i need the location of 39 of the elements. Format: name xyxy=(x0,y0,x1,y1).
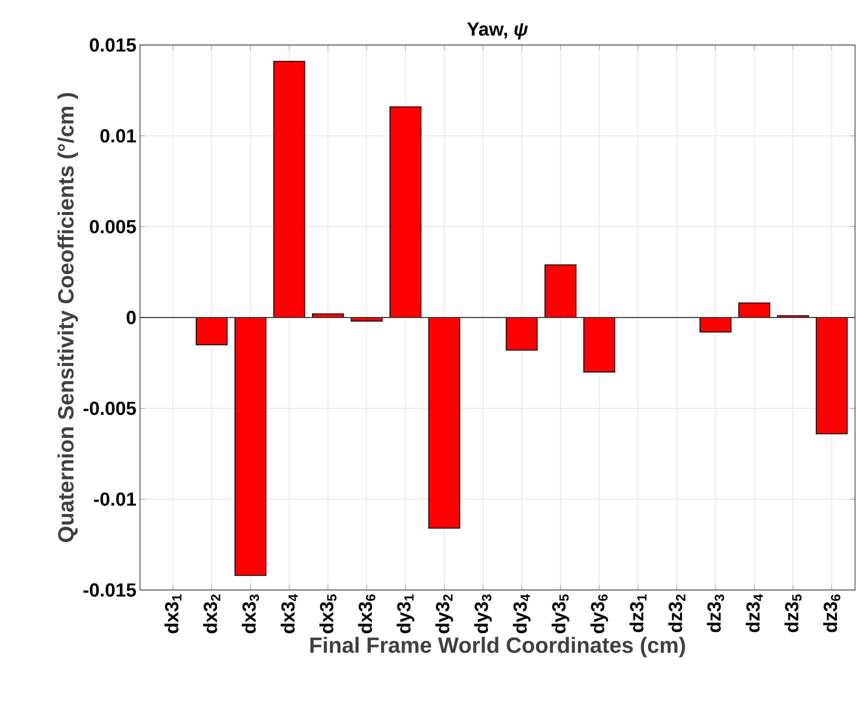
bar xyxy=(234,317,266,576)
y-tick-label: 0.01 xyxy=(100,129,136,143)
y-tick-label: 0 xyxy=(126,310,136,324)
y-tick-label: 0.005 xyxy=(90,220,136,234)
bar xyxy=(196,317,228,346)
bar xyxy=(700,317,732,332)
x-tick-label: dz3$_{2}$ xyxy=(668,594,686,632)
x-tick-label: dx3$_{6}$ xyxy=(358,594,376,634)
x-tick-label: dz3$_{1}$ xyxy=(630,594,646,632)
bar xyxy=(583,317,616,372)
chart-title: Yaw, ψ xyxy=(467,22,528,40)
x-tick-label: dx3$_{5}$ xyxy=(319,594,336,634)
bar xyxy=(273,60,306,318)
y-tick-label: -0.005 xyxy=(84,402,136,416)
x-tick-label: dz3$_{5}$ xyxy=(784,594,802,632)
bar xyxy=(506,317,538,351)
bar xyxy=(544,264,576,318)
bar xyxy=(738,302,770,318)
y-tick-label: -0.015 xyxy=(84,583,136,597)
bar xyxy=(816,317,848,434)
x-tick-label: dx3$_{1}$ xyxy=(164,594,182,634)
x-tick-label: dy3$_{3}$ xyxy=(474,594,492,634)
x-tick-label: dz3$_{6}$ xyxy=(823,594,840,632)
x-tick-label: dz3$_{4}$ xyxy=(746,594,763,632)
x-tick-label: dy3$_{1}$ xyxy=(396,594,414,634)
y-tick-label: -0.01 xyxy=(94,492,136,506)
x-tick-label: dy3$_{2}$ xyxy=(435,594,454,634)
x-tick-label: dy3$_{5}$ xyxy=(552,594,570,634)
x-tick-label: dx3$_{4}$ xyxy=(280,594,298,634)
bar xyxy=(390,106,422,318)
bar xyxy=(428,317,460,529)
x-tick-label: dx3$_{2}$ xyxy=(203,594,220,634)
y-axis-title: Quaternion Sensitivity Coeofficients (°/cm ) xyxy=(58,93,78,542)
x-tick-label: dz3$_{3}$ xyxy=(706,594,724,632)
x-tick-label: dx3$_{3}$ xyxy=(242,594,260,634)
x-tick-label: dy3$_{4}$ xyxy=(512,594,531,634)
x-tick-label: dy3$_{6}$ xyxy=(590,594,608,634)
x-axis-title: Final Frame World Coordinates (cm) xyxy=(310,636,685,658)
y-tick-label: 0.015 xyxy=(90,38,136,52)
